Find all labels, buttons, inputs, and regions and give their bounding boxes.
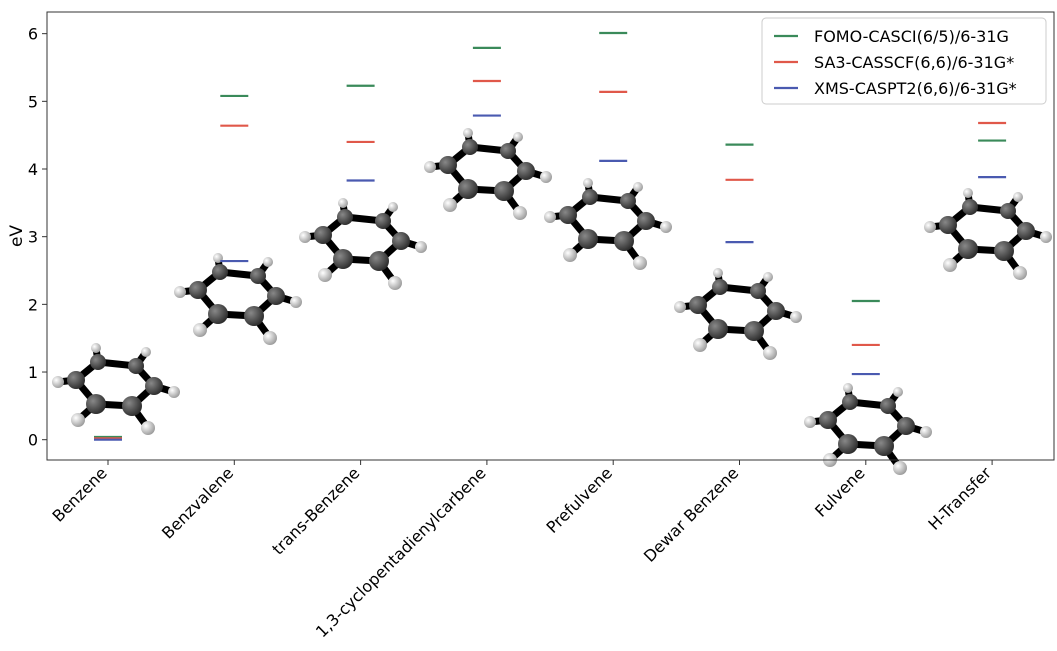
y-tick-label: 3 (28, 228, 38, 247)
molecule (804, 383, 932, 475)
molecule (52, 343, 180, 435)
molecule (674, 268, 802, 360)
y-tick-label: 4 (28, 160, 38, 179)
legend-label: XMS-CASPT2(6,6)/6-31G* (814, 79, 1017, 98)
legend-box (761, 17, 1047, 105)
x-tick-label: trans-Benzene (268, 463, 363, 558)
molecule (424, 128, 552, 220)
x-tick-label: Prefulvene (543, 463, 617, 537)
x-tick-label: Benzvalene (158, 463, 237, 542)
molecule (299, 198, 427, 290)
molecule-images (52, 128, 1052, 475)
legend: FOMO-CASCI(6/5)/6-31G SA3-CASSCF(6,6)/6-3… (761, 17, 1047, 105)
molecule (924, 188, 1052, 280)
y-axis-label: eV (7, 225, 27, 247)
x-tick-label: Fulvene (811, 463, 868, 520)
y-tick-label: 1 (28, 363, 38, 382)
plot-frame (46, 11, 1055, 461)
y-tick-label: 2 (28, 295, 38, 314)
x-tick-label: Dewar Benzene (640, 463, 742, 565)
molecule (174, 253, 302, 345)
y-tick-label: 5 (28, 92, 38, 111)
molecule (544, 178, 672, 270)
y-tick-label: 6 (28, 25, 38, 44)
legend-label: SA3-CASSCF(6,6)/6-31G* (814, 53, 1014, 72)
legend-label: FOMO-CASCI(6/5)/6-31G (814, 27, 1009, 46)
x-tick-label: Benzene (48, 463, 110, 525)
x-tick-label: H-Transfer (924, 463, 995, 534)
y-tick-label: 0 (28, 431, 38, 450)
